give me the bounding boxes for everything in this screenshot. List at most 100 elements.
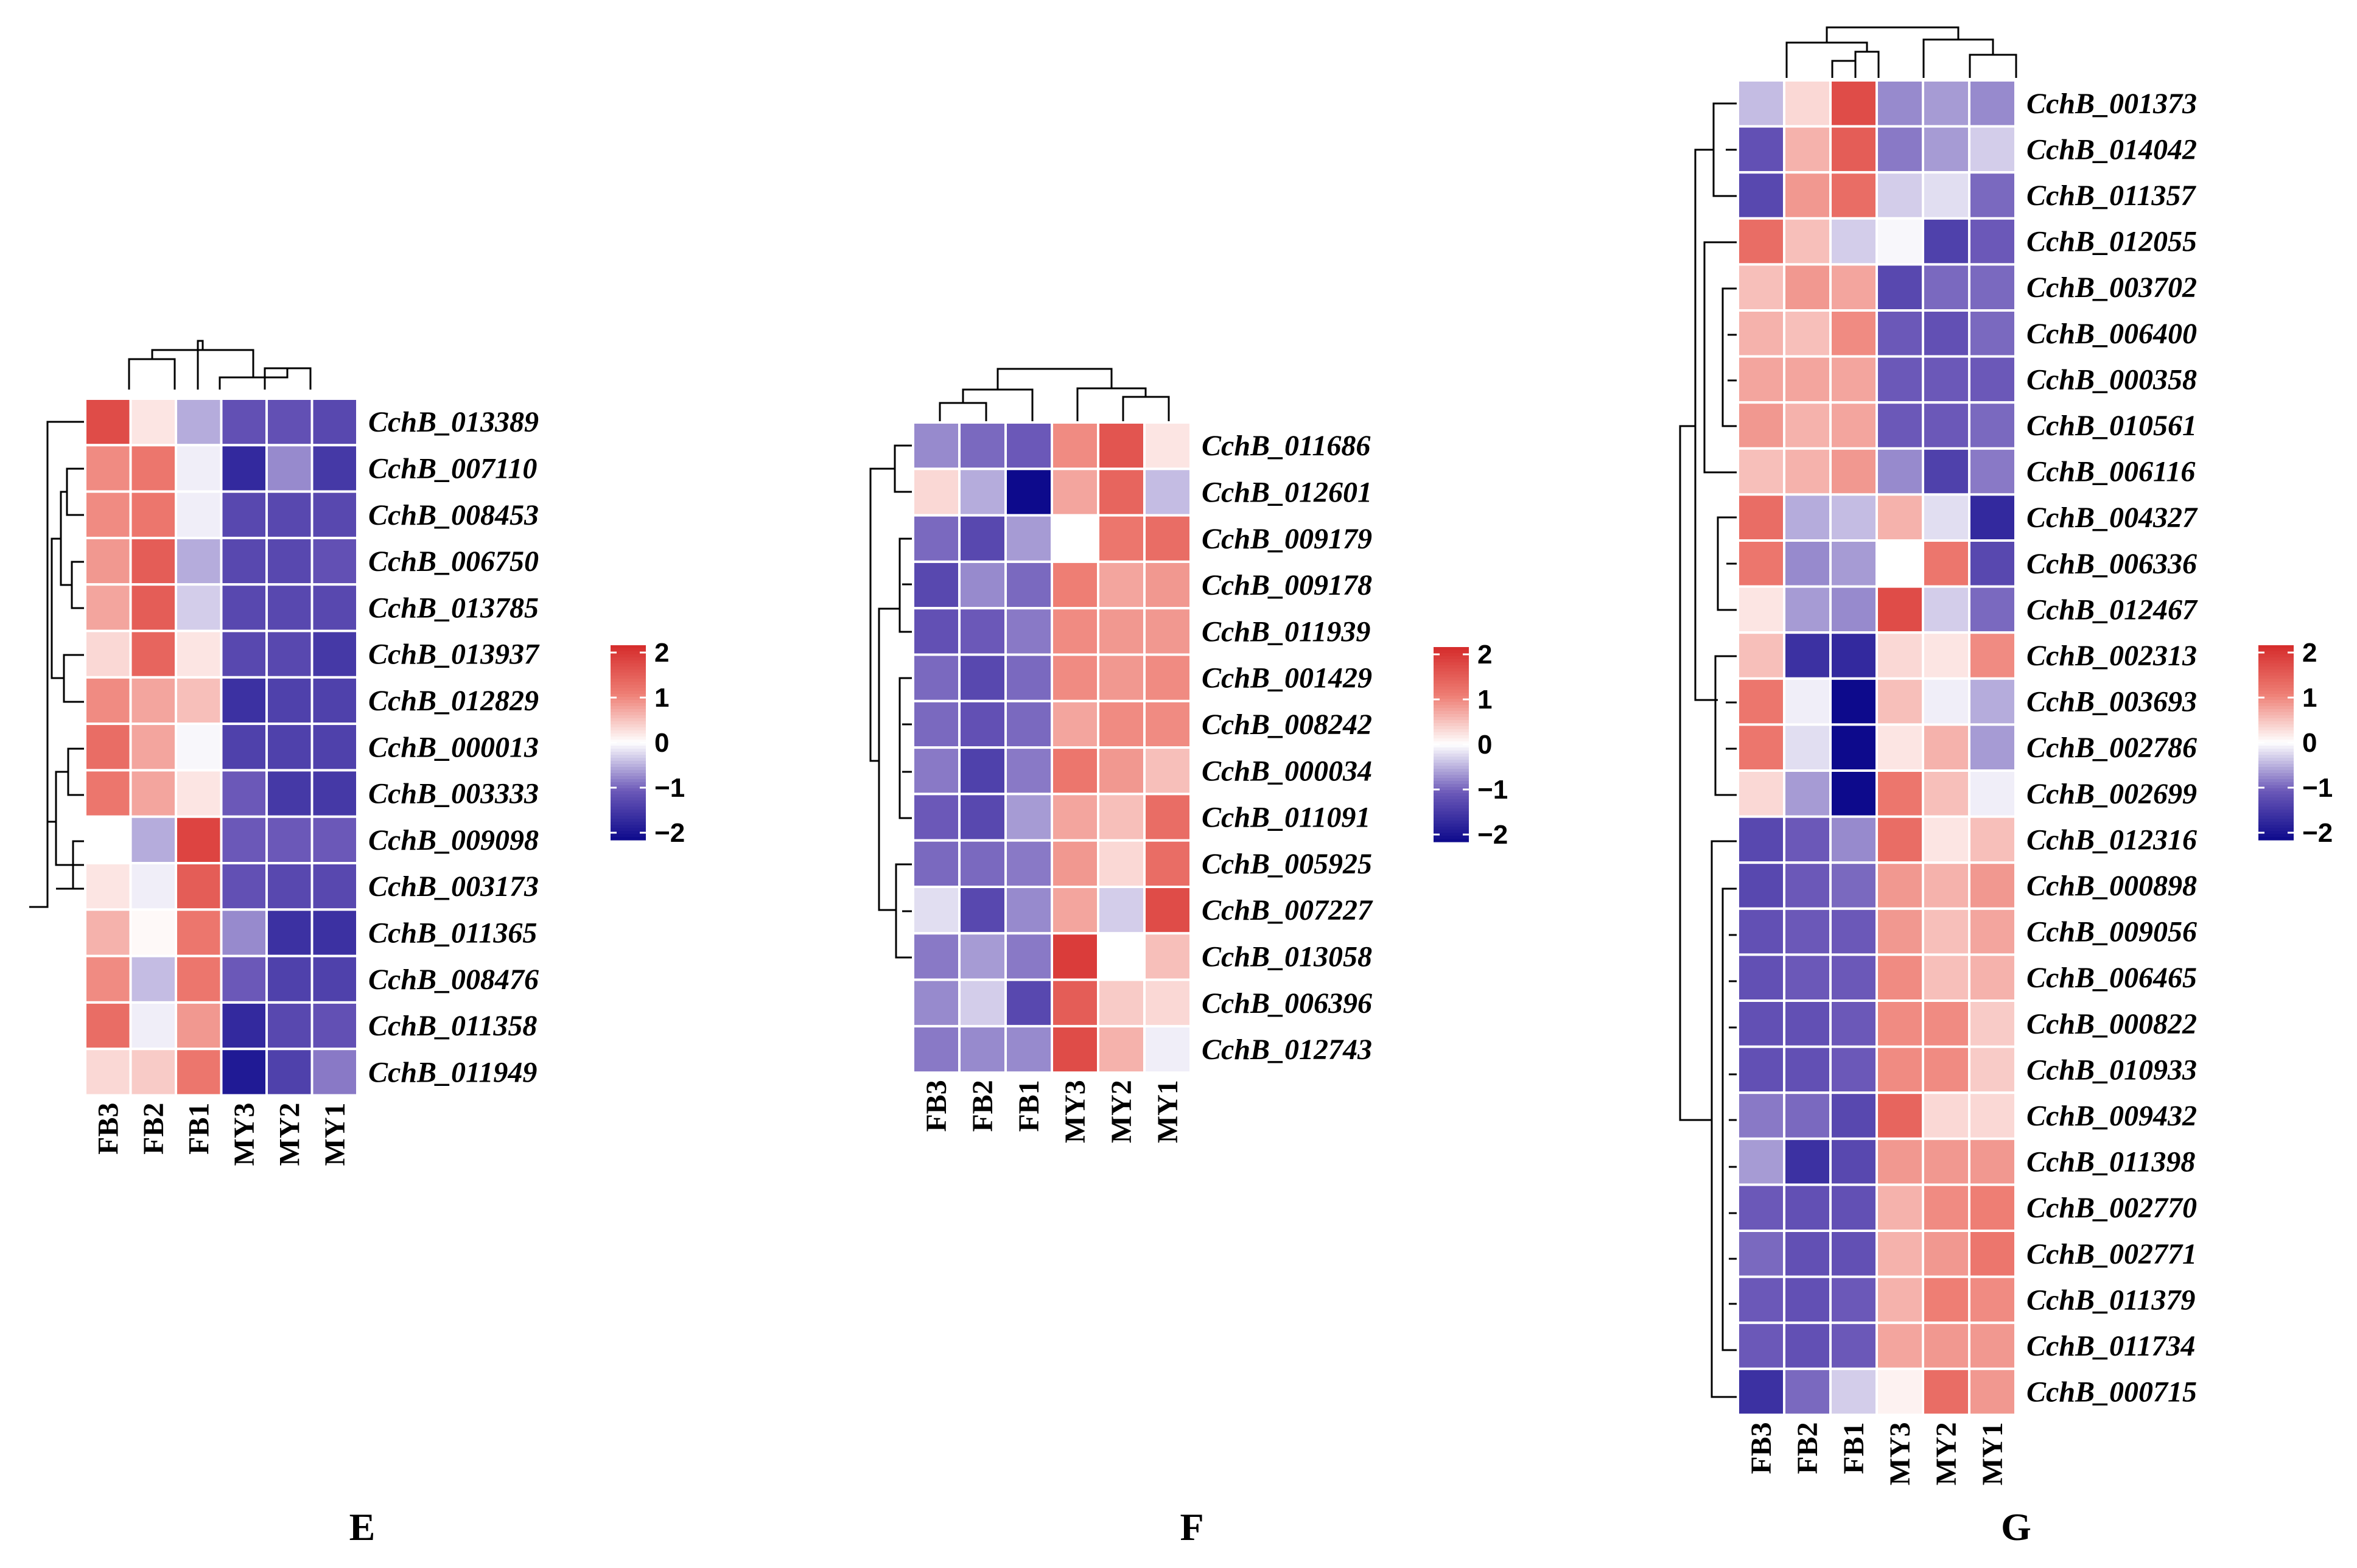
- legend-swatch-e-44: [611, 779, 646, 783]
- legend-swatch-e-36: [611, 755, 646, 758]
- heatmap-panel-g: CchB_001373 CchB_014042 CchB_011357 CchB_01…: [1679, 26, 2198, 1549]
- heatmap-cell-g-r11-c3: [1875, 585, 1924, 634]
- heatmap-cell-g-r24-c5: [1968, 1183, 2017, 1233]
- heatmap-cell-g-r0-c2: [1829, 79, 1878, 128]
- legend-swatch-f-5: [1434, 662, 1469, 666]
- heatmap-cell-g-r12-c3: [1875, 631, 1924, 680]
- heatmap-cell-e-r4-c5: [310, 583, 359, 632]
- heatmap-cell-g-r27-c4: [1922, 1321, 1970, 1370]
- heatmap-cell-g-r15-c2: [1829, 769, 1878, 818]
- legend-swatch-f-53: [1434, 808, 1469, 812]
- legend-swatch-g-2: [2258, 651, 2294, 655]
- legend-swatch-e-62: [611, 834, 646, 838]
- row-dendrogram-e-branches: [29, 421, 85, 908]
- heatmap-cell-e-r7-c3: [220, 723, 268, 772]
- heatmap-cell-f-r10-c4: [1097, 886, 1146, 935]
- heatmap-cell-e-r10-c0: [84, 862, 132, 911]
- heatmap-cell-g-r9-c5: [1968, 493, 2017, 542]
- legend-swatch-e-35: [611, 752, 646, 755]
- heatmap-cell-g-r2-c3: [1875, 171, 1924, 220]
- heatmap-cell-g-r3-c2: [1829, 217, 1878, 266]
- heatmap-cell-e-r9-c2: [175, 815, 223, 864]
- gene-label-g-28: CchB_000715: [2026, 1376, 2197, 1409]
- legend-swatch-f-21: [1434, 711, 1469, 715]
- heatmap-cell-g-r18-c1: [1783, 907, 1832, 956]
- heatmap-cell-g-r27-c0: [1737, 1321, 1785, 1370]
- gene-label-g-20: CchB_000822: [2026, 1008, 2197, 1040]
- column-label-g-my1: MY1: [1977, 1422, 2009, 1485]
- gene-label-e-11: CchB_011365: [368, 917, 537, 949]
- heatmap-cell-g-r22-c4: [1922, 1091, 1970, 1140]
- column-label-f-fb1: FB1: [1013, 1080, 1045, 1132]
- legend-swatch-e-7: [611, 667, 646, 670]
- heatmap-cell-e-r7-c4: [265, 723, 313, 772]
- heatmap-cell-e-r4-c2: [175, 583, 223, 632]
- heatmap-cell-f-r6-c2: [1004, 699, 1053, 749]
- heatmap-cell-e-r3-c5: [310, 536, 359, 586]
- heatmap-cell-g-r2-c4: [1922, 171, 1970, 220]
- heatmap-cell-g-r10-c2: [1829, 539, 1878, 588]
- legend-swatch-e-3: [611, 654, 646, 658]
- legend-swatch-g-9: [2258, 673, 2294, 676]
- heatmap-cell-e-r8-c3: [220, 769, 268, 818]
- heatmap-cell-g-r25-c5: [1968, 1230, 2017, 1278]
- heatmap-cell-f-r1-c5: [1143, 467, 1192, 517]
- legend-swatch-f-46: [1434, 787, 1469, 791]
- legend-swatch-e-55: [611, 813, 646, 816]
- legend-tick-label-g-1: 1: [2302, 683, 2317, 713]
- gene-label-g-23: CchB_011398: [2026, 1146, 2195, 1178]
- column-dendrogram-g-branches: [1785, 26, 2017, 78]
- heatmap-cell-f-r11-c0: [912, 932, 961, 981]
- legend-swatch-f-3: [1434, 656, 1469, 660]
- heatmap-cell-e-r9-c4: [265, 815, 313, 864]
- heatmap-cell-f-r7-c4: [1097, 746, 1146, 796]
- gene-label-g-24: CchB_002770: [2026, 1192, 2197, 1224]
- heatmap-cell-e-r4-c1: [129, 583, 177, 632]
- column-label-e-my1: MY1: [319, 1103, 351, 1166]
- heatmap-cell-f-r5-c4: [1097, 653, 1146, 702]
- heatmap-cell-f-r12-c4: [1097, 978, 1146, 1027]
- heatmap-cell-f-r12-c0: [912, 978, 961, 1027]
- legend-swatch-g-12: [2258, 682, 2294, 685]
- legend-swatch-g-42: [2258, 773, 2294, 777]
- legend-swatch-f-10: [1434, 677, 1469, 681]
- legend-swatch-f-14: [1434, 690, 1469, 693]
- heatmap-cell-g-r24-c3: [1875, 1183, 1924, 1233]
- heatmap-cell-f-r8-c1: [958, 793, 1007, 842]
- legend-tick-label-e-0: 2: [654, 638, 669, 668]
- heatmap-panel-f: CchB_011686 CchB_012601 CchB_009179 CchB_00…: [869, 368, 1373, 1549]
- gene-label-e-7: CchB_000013: [368, 731, 539, 763]
- heatmap-cell-e-r7-c5: [310, 723, 359, 772]
- color-legend-e: 2 1 0 −1 −2: [611, 638, 685, 848]
- heatmap-cell-f-r3-c2: [1004, 560, 1053, 610]
- legend-swatch-g-10: [2258, 676, 2294, 679]
- column-label-f-fb3: FB3: [920, 1080, 953, 1132]
- heatmap-cell-e-r3-c4: [265, 536, 313, 586]
- column-label-g-my2: MY2: [1930, 1422, 1963, 1485]
- heatmap-cell-g-r16-c0: [1737, 815, 1785, 864]
- gene-label-g-7: CchB_010561: [2026, 410, 2197, 442]
- heatmap-cell-g-r27-c2: [1829, 1321, 1878, 1370]
- heatmap-cell-e-r6-c2: [175, 676, 223, 726]
- legend-swatch-f-58: [1434, 824, 1469, 827]
- gene-label-f-2: CchB_009179: [1202, 523, 1372, 555]
- heatmap-cell-g-r10-c0: [1737, 539, 1785, 588]
- heatmap-cell-e-r9-c0: [84, 815, 132, 864]
- heatmap-cell-g-r13-c3: [1875, 677, 1924, 726]
- gene-label-g-2: CchB_011357: [2026, 180, 2196, 212]
- heatmap-cell-e-r6-c1: [129, 676, 177, 726]
- legend-swatch-f-2: [1434, 653, 1469, 657]
- legend-swatch-g-34: [2258, 749, 2294, 752]
- legend-tick-label-f-2: 0: [1477, 730, 1492, 760]
- heatmap-cell-g-r18-c3: [1875, 907, 1924, 956]
- heatmap-cell-e-r3-c3: [220, 536, 268, 586]
- heatmap-cell-e-r2-c1: [129, 490, 177, 539]
- heatmap-cell-g-r24-c2: [1829, 1183, 1878, 1233]
- heatmap-cell-g-r7-c3: [1875, 401, 1924, 450]
- heatmap-cell-e-r12-c3: [220, 954, 268, 1004]
- heatmap-cell-g-r2-c1: [1783, 171, 1832, 220]
- legend-swatch-f-56: [1434, 817, 1469, 821]
- legend-swatch-g-47: [2258, 788, 2294, 792]
- legend-swatch-g-46: [2258, 785, 2294, 789]
- heatmap-cell-g-r21-c5: [1968, 1045, 2017, 1094]
